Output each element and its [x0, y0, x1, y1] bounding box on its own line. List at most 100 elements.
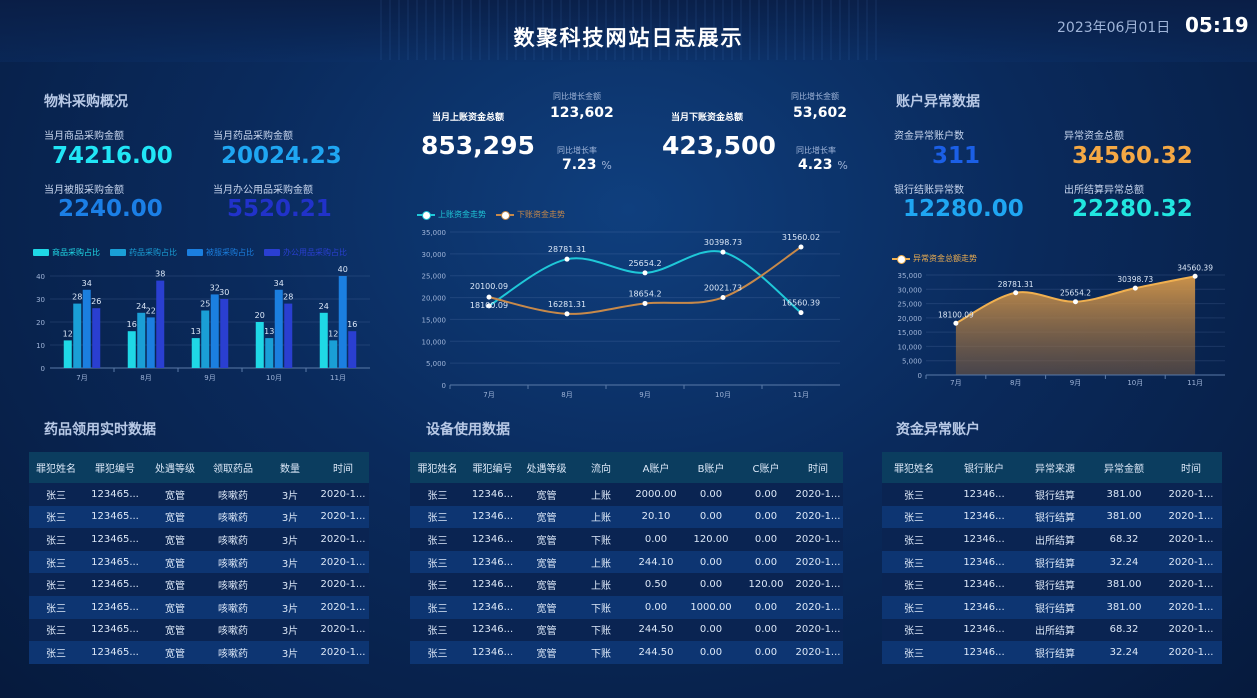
- column-header[interactable]: 罪犯姓名: [894, 464, 934, 475]
- table-row[interactable]: 张三 123465... 宽管 咳嗽药 3片 2020-1...: [29, 483, 369, 506]
- data-point: [564, 311, 570, 317]
- table-row[interactable]: 张三 123465... 宽管 咳嗽药 3片 2020-1...: [29, 550, 369, 574]
- stat-value-office: 5520.21: [227, 196, 332, 222]
- table-cell: 银行结算: [1035, 558, 1075, 570]
- legend-item-out[interactable]: 下账资金走势: [496, 209, 565, 220]
- legend-item-goods[interactable]: 商品采购占比: [33, 247, 100, 258]
- table-cell: 244.50: [638, 646, 674, 658]
- line-chart-legend: 上账资金走势 下账资金走势: [417, 209, 575, 220]
- point-data-label: 18654.2: [628, 289, 661, 298]
- table-cell: 381.00: [1106, 488, 1142, 500]
- column-header[interactable]: 时间: [333, 464, 353, 475]
- column-header[interactable]: 数量: [280, 464, 300, 475]
- table-row[interactable]: 张三 12346... 宽管 上账 2000.00 0.00 0.00 2020-1...: [410, 483, 843, 506]
- legend-item-in[interactable]: 上账资金走势: [417, 209, 486, 220]
- table-row[interactable]: 张三 12346... 宽管 上账 0.50 0.00 120.00 2020-1...: [410, 573, 843, 596]
- y-tick-label: 0: [442, 382, 446, 390]
- legend-item-bedding[interactable]: 被服采购占比: [187, 247, 254, 258]
- column-header[interactable]: B账户: [697, 464, 725, 475]
- data-point: [642, 270, 648, 276]
- data-point: [642, 300, 648, 306]
- column-header[interactable]: 流向: [591, 464, 611, 475]
- y-tick-label: 25,000: [898, 301, 923, 309]
- table-row[interactable]: 张三 12346... 银行结算 32.24 2020-1...: [882, 641, 1222, 664]
- table-row[interactable]: 张三 123465... 宽管 咳嗽药 3片 2020-1...: [29, 573, 369, 596]
- column-header[interactable]: 异常金额: [1104, 464, 1144, 475]
- bar-data-label: 34: [274, 279, 284, 288]
- table-row[interactable]: 张三 12346... 宽管 下账 244.50 0.00 0.00 2020-1...: [410, 641, 843, 664]
- table-cell: 3片: [281, 626, 299, 638]
- x-tick-label: 10月: [1127, 379, 1143, 387]
- table-cell: 12346...: [471, 556, 514, 568]
- x-tick-label: 11月: [1187, 379, 1203, 387]
- table-cell: 68.32: [1109, 533, 1139, 545]
- bar: [348, 331, 357, 368]
- table-cell: 0.00: [699, 624, 723, 636]
- table-row[interactable]: 张三 12346... 宽管 下账 244.50 0.00 0.00 2020-1...: [410, 618, 843, 642]
- table-cell: 宽管: [165, 648, 185, 660]
- x-tick-label: 11月: [330, 374, 346, 382]
- header-bar: [0, 0, 1257, 62]
- table-row[interactable]: 张三 123465... 宽管 咳嗽药 3片 2020-1...: [29, 528, 369, 551]
- legend-item-abnormal-trend[interactable]: 异常资金总额走势: [892, 253, 977, 264]
- table-row[interactable]: 张三 123465... 宽管 咳嗽药 3片 2020-1...: [29, 505, 369, 529]
- column-header[interactable]: C账户: [752, 464, 780, 475]
- table-cell: 张三: [904, 535, 924, 547]
- legend-swatch: [187, 249, 203, 256]
- table-row[interactable]: 张三 12346... 出所结算 68.32 2020-1...: [882, 618, 1222, 642]
- legend-line-icon: [417, 210, 435, 220]
- y-tick-label: 15,000: [422, 316, 447, 324]
- column-header[interactable]: 领取药品: [213, 464, 253, 475]
- table-cell: 12346...: [963, 579, 1005, 591]
- column-header[interactable]: 时间: [1181, 464, 1201, 475]
- funds-in-label: 当月上账资金总额: [432, 113, 505, 123]
- table-row[interactable]: 张三 123465... 宽管 咳嗽药 3片 2020-1...: [29, 595, 369, 619]
- column-header[interactable]: 异常来源: [1035, 464, 1075, 475]
- legend-item-office[interactable]: 办公用品采购占比: [264, 247, 347, 258]
- table-row[interactable]: 张三 12346... 宽管 下账 0.00 1000.00 0.00 2020-1...: [410, 595, 843, 619]
- point-data-label: 28781.31: [548, 245, 586, 254]
- table-cell: 0.00: [699, 488, 723, 500]
- table-cell: 0.00: [644, 601, 668, 613]
- table-cell: 下账: [591, 535, 611, 547]
- column-header[interactable]: 处遇等级: [155, 464, 195, 475]
- table-row[interactable]: 张三 12346... 宽管 下账 0.00 120.00 0.00 2020-1...: [410, 528, 843, 551]
- column-header[interactable]: A账户: [642, 464, 670, 475]
- column-header[interactable]: 处遇等级: [526, 464, 567, 475]
- stat-value-medicine: 20024.23: [221, 143, 342, 169]
- table-cell: 银行结算: [1035, 490, 1075, 502]
- bar-chart-legend: 商品采购占比 药品采购占比 被服采购占比 办公用品采购占比: [33, 247, 357, 258]
- column-header[interactable]: 罪犯编号: [472, 464, 513, 475]
- table-cell: 宽管: [165, 535, 185, 547]
- bar: [63, 340, 72, 368]
- column-header[interactable]: 时间: [808, 464, 828, 475]
- table-row[interactable]: 张三 12346... 银行结算 381.00 2020-1...: [882, 595, 1222, 619]
- table-row[interactable]: 张三 12346... 银行结算 381.00 2020-1...: [882, 505, 1222, 529]
- table-cell: 张三: [46, 603, 66, 615]
- table-row[interactable]: 张三 123465... 宽管 咳嗽药 3片 2020-1...: [29, 641, 369, 664]
- table-cell: 2020-1...: [795, 488, 841, 500]
- column-header[interactable]: 罪犯姓名: [36, 464, 76, 475]
- table-row[interactable]: 张三 12346... 出所结算 68.32 2020-1...: [882, 528, 1222, 551]
- table-cell: 张三: [427, 535, 448, 547]
- table-cell: 20.10: [641, 511, 671, 523]
- point-data-label: 28781.31: [998, 280, 1034, 289]
- table-cell: 2020-1...: [795, 556, 841, 568]
- table-row[interactable]: 张三 12346... 银行结算 381.00 2020-1...: [882, 483, 1222, 506]
- table-cell: 32.24: [1109, 646, 1139, 658]
- legend-item-medicine[interactable]: 药品采购占比: [110, 247, 177, 258]
- table-row[interactable]: 张三 12346... 银行结算 32.24 2020-1...: [882, 550, 1222, 574]
- data-point: [798, 310, 804, 316]
- legend-label: 药品采购占比: [129, 248, 177, 257]
- table-row[interactable]: 张三 12346... 宽管 上账 244.10 0.00 0.00 2020-1...: [410, 550, 843, 574]
- table-cell: 张三: [46, 581, 66, 593]
- table-cell: 12346...: [963, 556, 1005, 568]
- table-row[interactable]: 张三 123465... 宽管 咳嗽药 3片 2020-1...: [29, 618, 369, 642]
- bar: [284, 303, 293, 368]
- table-row[interactable]: 张三 12346... 银行结算 381.00 2020-1...: [882, 573, 1222, 596]
- column-header[interactable]: 罪犯编号: [95, 464, 135, 475]
- column-header[interactable]: 银行账户: [964, 464, 1004, 475]
- table-row[interactable]: 张三 12346... 宽管 上账 20.10 0.00 0.00 2020-1...: [410, 505, 843, 529]
- legend-line-icon: [496, 210, 514, 220]
- column-header[interactable]: 罪犯姓名: [417, 464, 458, 475]
